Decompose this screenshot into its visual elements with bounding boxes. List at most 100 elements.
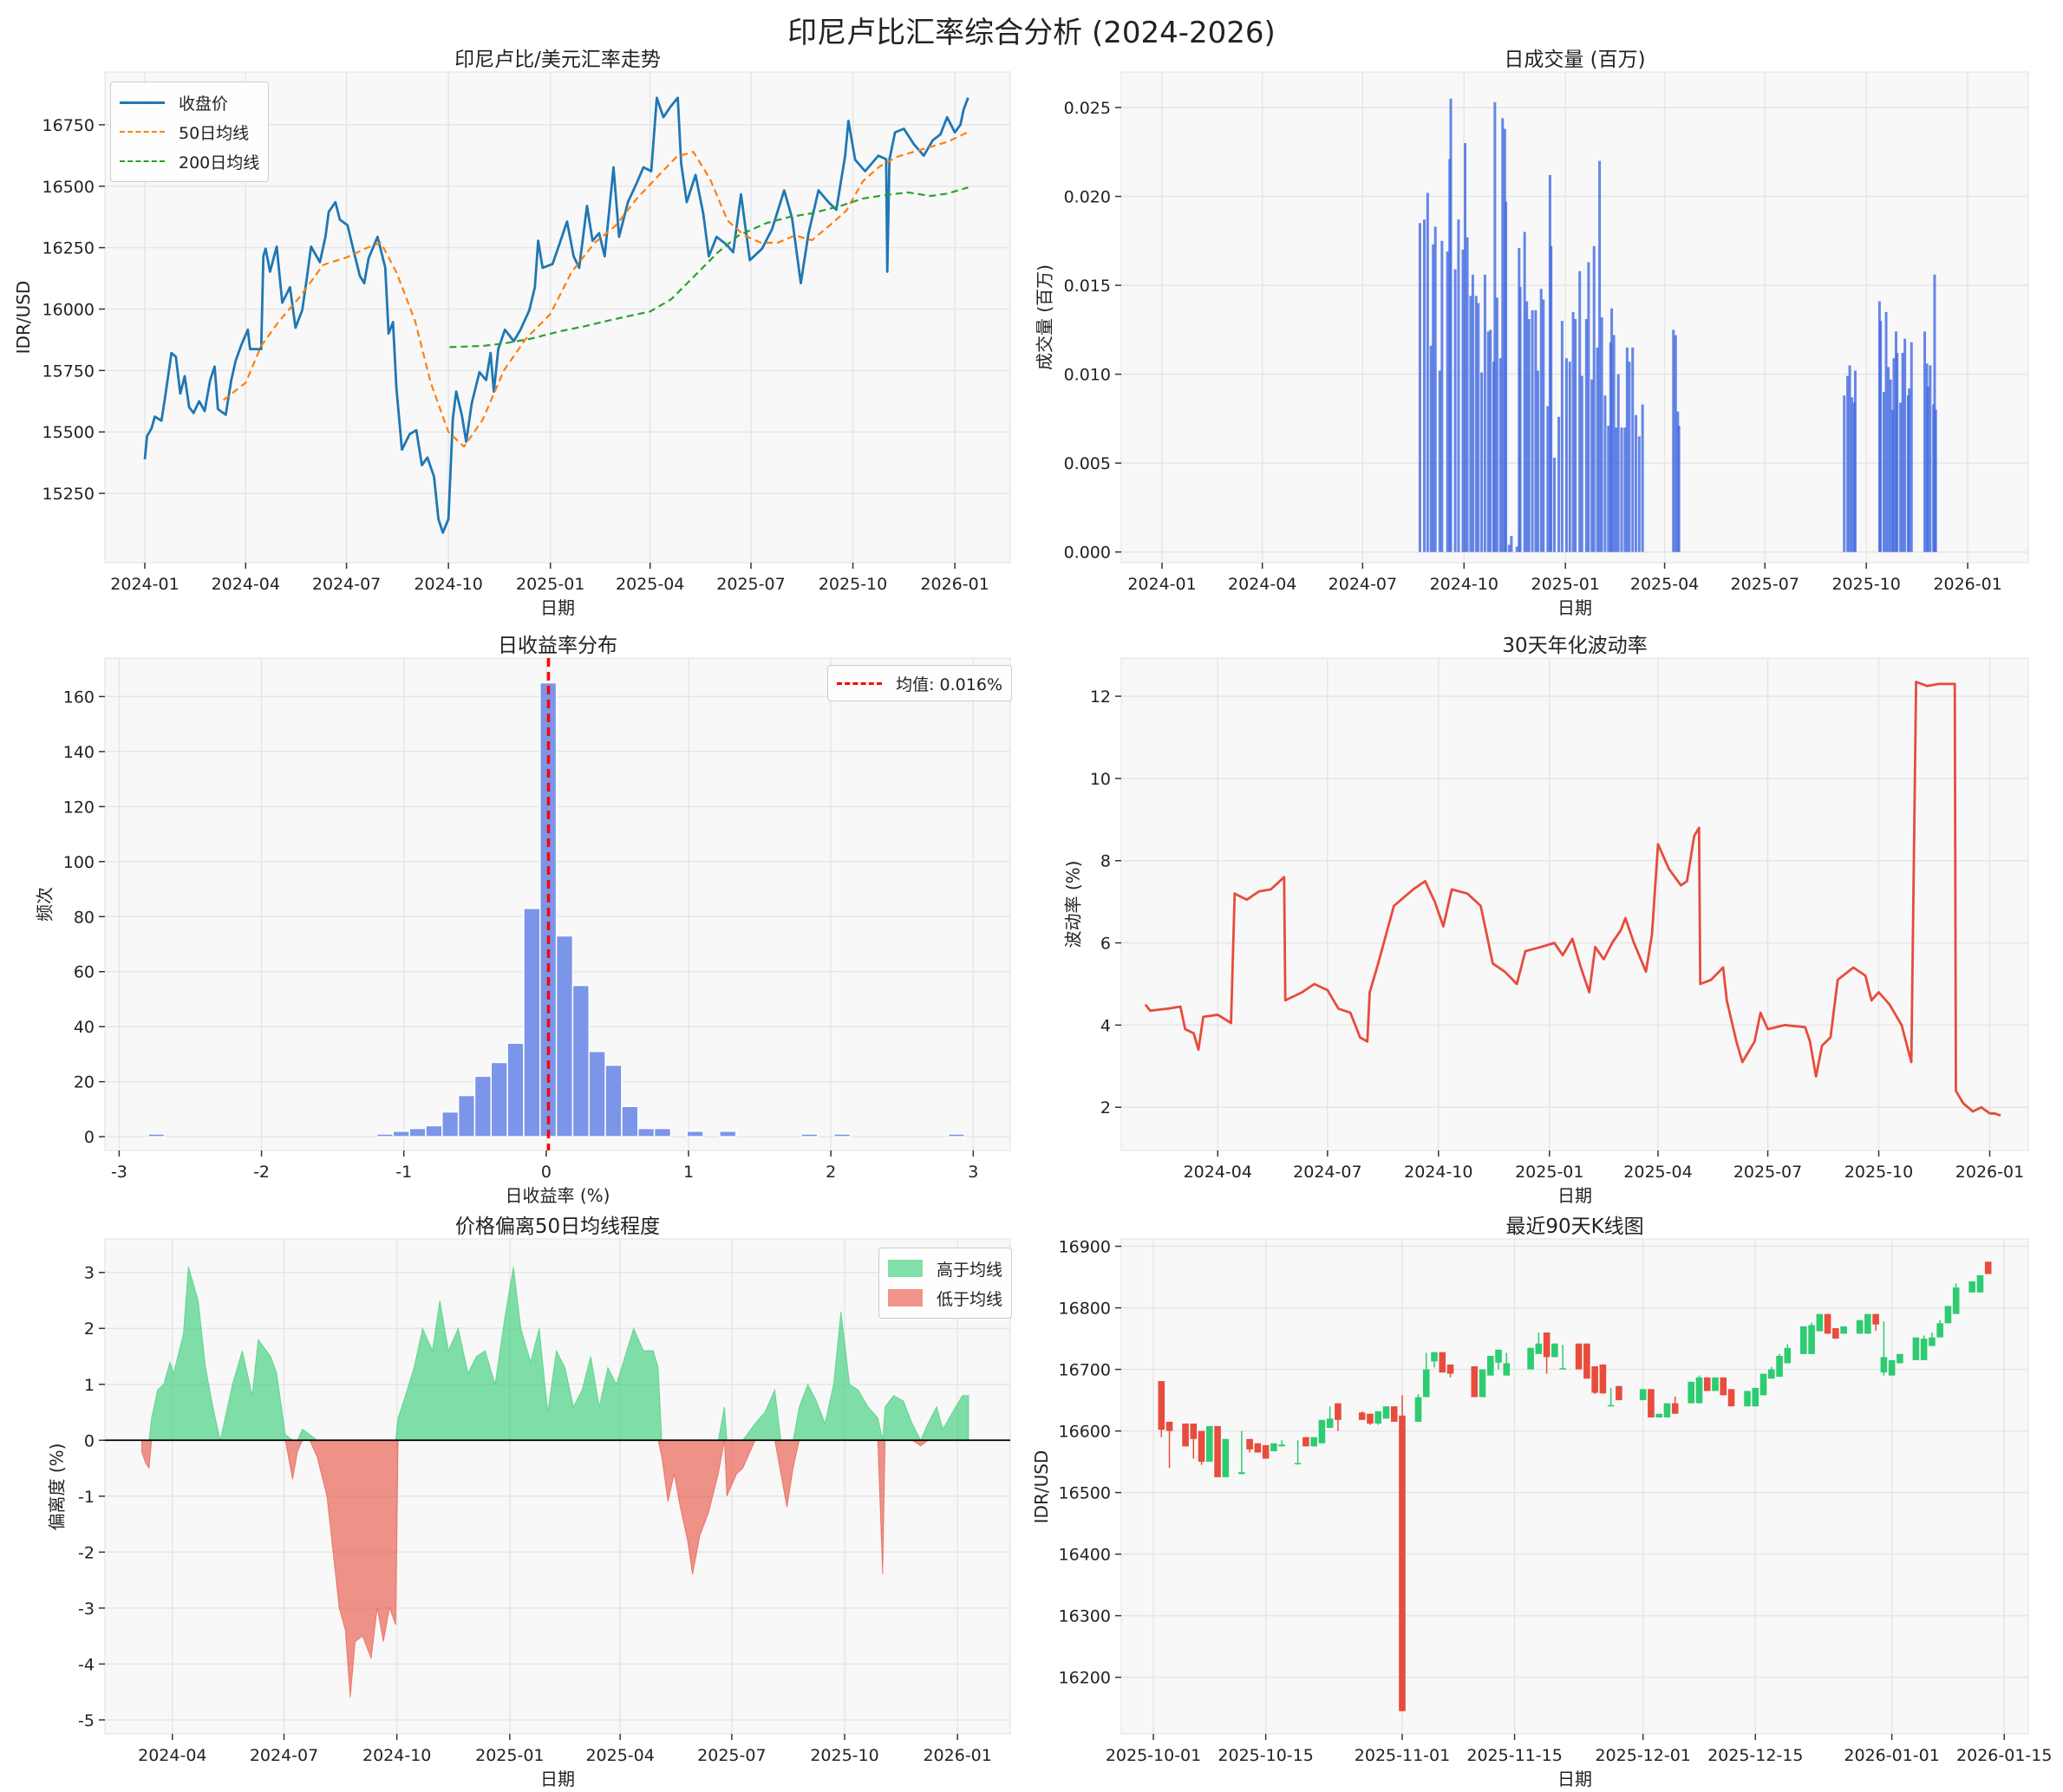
histogram-bin xyxy=(832,1133,852,1137)
legend-label: 低于均线 xyxy=(936,1289,1002,1309)
volume-bar xyxy=(1550,245,1553,552)
x-axis-label: 日期 xyxy=(540,597,575,618)
x-tick-label: 2025-04 xyxy=(1623,1163,1692,1182)
x-tick-label: 2026-01-15 xyxy=(1956,1746,2052,1765)
y-tick-label: 40 xyxy=(74,1018,95,1037)
candle-body xyxy=(1583,1343,1590,1379)
candle-body xyxy=(1912,1337,1920,1360)
histogram-bin xyxy=(604,1064,623,1137)
candle-body xyxy=(1399,1415,1406,1711)
deviation-legend: 高于均线 低于均线 xyxy=(878,1248,1012,1319)
candle xyxy=(1832,1327,1839,1339)
candle-body xyxy=(1720,1377,1727,1396)
volume-bar xyxy=(1523,231,1526,552)
y-tick-label: 0.015 xyxy=(1064,277,1111,296)
candle xyxy=(1897,1353,1903,1364)
candle-body xyxy=(1503,1363,1511,1376)
candle-body xyxy=(1254,1443,1262,1453)
candle xyxy=(1607,1387,1615,1407)
volume-bar xyxy=(1418,223,1421,552)
x-tick-label: 2026-01 xyxy=(920,575,989,594)
candle xyxy=(1551,1343,1558,1358)
candle-body xyxy=(1335,1403,1342,1420)
candle-body xyxy=(1414,1397,1422,1422)
candle-body xyxy=(1278,1444,1285,1447)
series-line-2 xyxy=(449,186,969,349)
plot-area xyxy=(1120,657,2029,1151)
x-tick-label: 2025-12-01 xyxy=(1595,1746,1690,1765)
volume-bar xyxy=(1612,335,1616,552)
volume-bar xyxy=(1515,546,1518,552)
volume-bar xyxy=(1578,270,1582,552)
volume-bar xyxy=(1610,308,1614,552)
candle-body xyxy=(1575,1343,1583,1370)
candle-body xyxy=(1952,1287,1960,1314)
y-tick-label: 0.005 xyxy=(1064,454,1111,473)
volume-bar xyxy=(1574,319,1577,552)
candle-body xyxy=(1727,1389,1735,1407)
y-tick-label: 0.010 xyxy=(1064,366,1111,385)
volume-chart: 2024-01 2024-04 2024-07 2024-10 2025-01 2025-… xyxy=(1064,71,2029,594)
candle-body xyxy=(1816,1313,1824,1332)
candle xyxy=(1583,1343,1590,1379)
legend-label: 高于均线 xyxy=(936,1260,1002,1280)
legend-line-icon xyxy=(837,681,883,685)
candle-body xyxy=(1294,1463,1302,1465)
candle-body xyxy=(1270,1443,1277,1452)
chart-title: 印尼卢比/美元汇率走势 xyxy=(454,49,661,71)
candle-body xyxy=(1616,1385,1622,1401)
volume-bar xyxy=(1596,347,1599,552)
candle-body xyxy=(1158,1381,1165,1430)
x-tick-label: 2024-10 xyxy=(1430,575,1498,594)
candle xyxy=(1655,1413,1662,1417)
candle xyxy=(1616,1385,1622,1401)
histogram-bin xyxy=(523,908,541,1137)
volume-bar xyxy=(1910,342,1913,552)
x-tick-label: 3 xyxy=(968,1163,978,1182)
candle-body xyxy=(1663,1403,1671,1417)
candle-body xyxy=(1222,1438,1230,1477)
y-tick-label: 16900 xyxy=(1059,1238,1111,1257)
candle xyxy=(1944,1306,1952,1324)
candle-body xyxy=(1655,1413,1662,1417)
candle-body xyxy=(1872,1313,1879,1325)
plot-marks xyxy=(105,1267,1010,1698)
histogram-bin xyxy=(506,1042,525,1137)
candle-body xyxy=(1446,1364,1454,1374)
volume-bar xyxy=(1480,372,1484,552)
volume-bar xyxy=(1449,98,1453,552)
y-tick-label: 15250 xyxy=(42,485,95,504)
volume-bar xyxy=(1493,101,1497,552)
volume-bar xyxy=(1625,347,1629,552)
x-tick-label: 2024-04 xyxy=(212,575,280,594)
y-tick-label: 20 xyxy=(74,1073,95,1092)
y-tick-label: 0.025 xyxy=(1064,99,1111,118)
x-tick-label: 2026-01 xyxy=(1955,1163,2024,1182)
candle-body xyxy=(1808,1325,1815,1354)
volume-bar xyxy=(1846,375,1850,552)
candle xyxy=(1888,1359,1896,1376)
candle-body xyxy=(1190,1424,1198,1439)
volume-bar xyxy=(1471,274,1474,552)
histogram-bin xyxy=(800,1133,819,1137)
candle-body xyxy=(1479,1369,1486,1398)
candle xyxy=(1968,1281,1976,1293)
candle xyxy=(1198,1430,1205,1465)
volume-bar xyxy=(1843,395,1846,552)
candle-body xyxy=(1936,1323,1943,1338)
volume-bar xyxy=(1896,353,1899,552)
volume-bar xyxy=(1923,331,1927,552)
y-tick-label: 16000 xyxy=(42,301,95,320)
candle xyxy=(1872,1313,1879,1331)
chart-title: 价格偏离50日均线程度 xyxy=(454,1215,661,1238)
y-tick-label: 8 xyxy=(1100,852,1111,871)
candle-body xyxy=(1358,1412,1366,1420)
volume-bar xyxy=(1903,338,1907,552)
series-line-0 xyxy=(1144,681,2001,1118)
x-tick-label: 2024-10 xyxy=(362,1746,431,1765)
candle xyxy=(1808,1322,1815,1354)
candle xyxy=(1495,1349,1502,1370)
histogram-bin xyxy=(425,1124,443,1137)
candle-body xyxy=(1246,1438,1253,1450)
